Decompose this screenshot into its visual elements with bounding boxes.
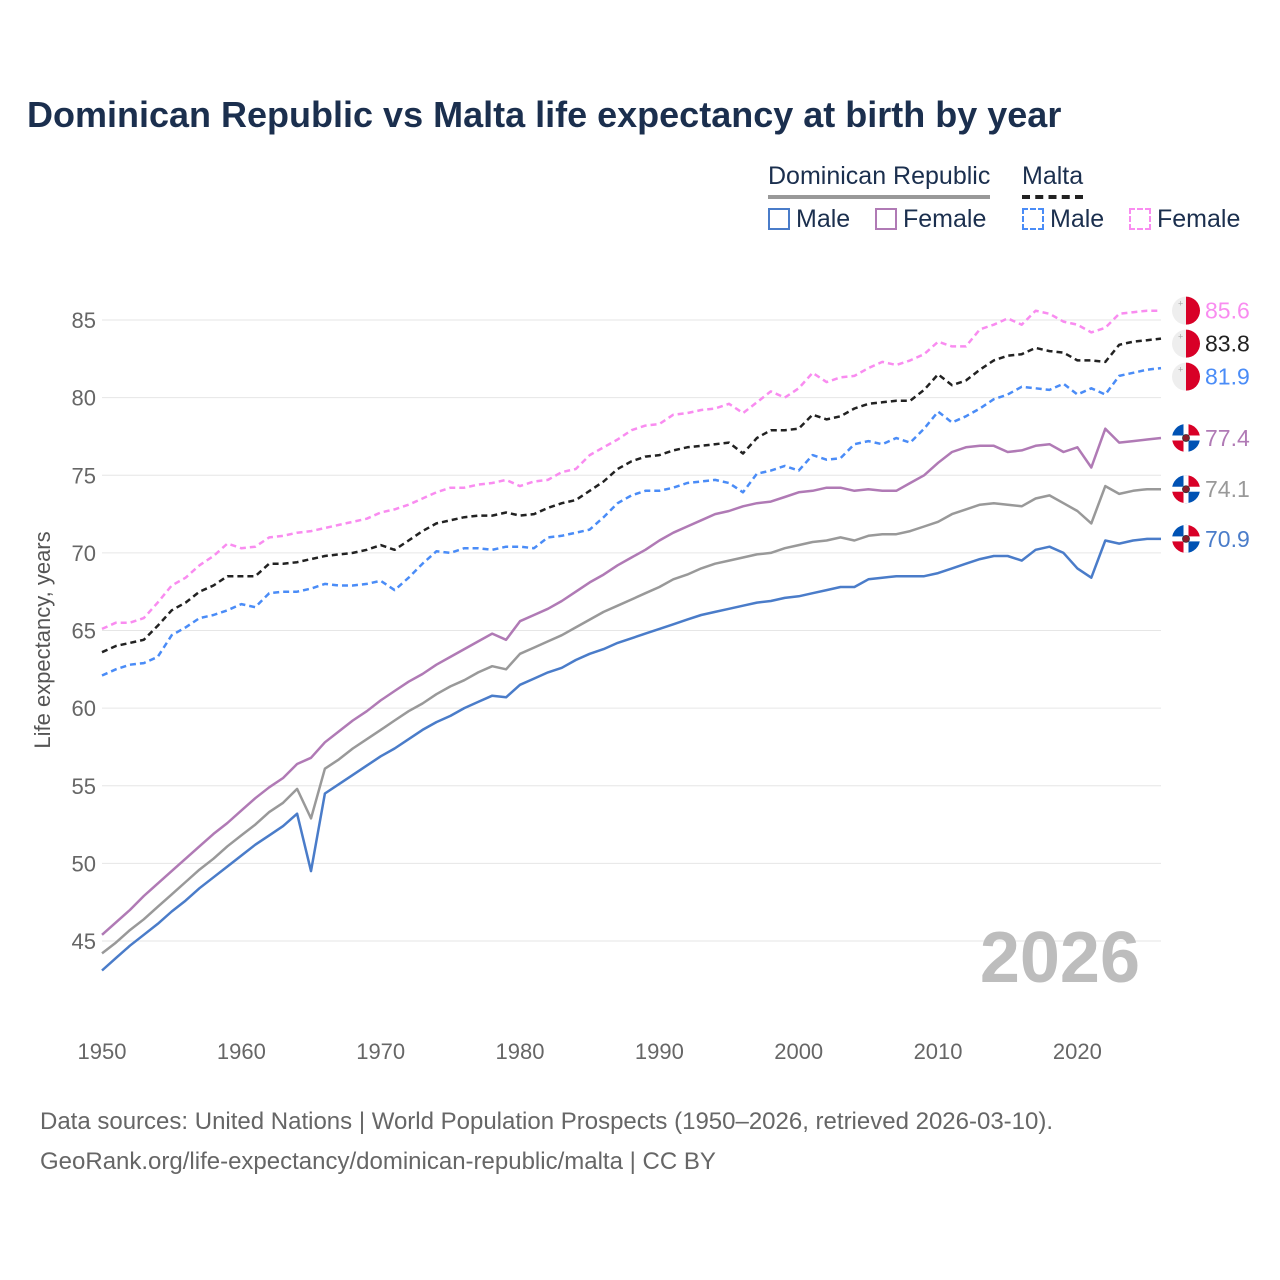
series-line-malta	[101, 337, 1162, 654]
legend-group-dominican-republic: Dominican Republic	[768, 162, 991, 199]
series-line-dominican-republic	[101, 484, 1161, 955]
year-watermark: 2026	[980, 918, 1140, 998]
legend-item-dr-male: Male	[768, 205, 850, 234]
source-line-2: GeoRank.org/life-expectancy/dominican-re…	[40, 1148, 716, 1175]
legend-label: Female	[903, 205, 987, 233]
y-tick-label: 65	[72, 619, 96, 644]
x-tick-label: 2010	[914, 1039, 963, 1064]
x-tick-label: 1990	[635, 1039, 684, 1064]
flag-red	[1186, 362, 1200, 391]
legend-item-malta-female: Female	[1129, 205, 1240, 234]
y-tick-label: 45	[72, 929, 96, 954]
y-tick-label: 60	[72, 696, 96, 721]
malta-flag-icon: +	[1172, 329, 1200, 358]
end-value-label: 77.4	[1205, 425, 1250, 451]
flag-q4	[1186, 437, 1200, 452]
series-line-dominican-republic-male	[101, 537, 1161, 972]
x-tick-label: 1950	[78, 1039, 127, 1064]
y-tick-label: 85	[72, 308, 96, 333]
y-axis-label: Life expectancy, years	[30, 531, 55, 748]
source-line-1: Data sources: United Nations | World Pop…	[40, 1108, 1054, 1135]
flag-q1	[1172, 423, 1186, 438]
y-tick-label: 55	[72, 774, 96, 799]
legend-swatch	[875, 208, 897, 230]
end-value-label: 70.9	[1205, 526, 1250, 552]
flag-q2	[1186, 475, 1200, 490]
flag-red	[1186, 296, 1200, 325]
legend-label: Male	[1050, 205, 1105, 233]
x-tick-label: 1960	[217, 1039, 266, 1064]
flag-q2	[1186, 524, 1200, 539]
end-value-label: 83.8	[1205, 331, 1250, 357]
flag-emblem	[1182, 535, 1190, 543]
y-tick-label: 80	[72, 386, 96, 411]
flag-q3	[1172, 437, 1186, 452]
malta-flag-icon: +	[1172, 296, 1200, 325]
legend-item-dr-female: Female	[875, 205, 986, 234]
x-tick-label: 2020	[1053, 1039, 1102, 1064]
x-tick-label: 1980	[496, 1039, 545, 1064]
legend-label: Female	[1157, 205, 1241, 233]
dominican-republic-flag-icon	[1172, 524, 1200, 553]
legend-swatch	[1129, 208, 1151, 230]
flag-emblem	[1182, 434, 1190, 442]
dominican-republic-flag-icon	[1172, 475, 1200, 504]
dominican-republic-flag-icon	[1172, 423, 1200, 452]
malta-flag-icon: +	[1172, 362, 1200, 391]
flag-q1	[1172, 475, 1186, 490]
legend-item-malta-male: Male	[1022, 205, 1104, 234]
legend-swatch	[1022, 208, 1044, 230]
x-tick-label: 2000	[774, 1039, 823, 1064]
flag-q4	[1186, 489, 1200, 504]
series-line-malta-male	[101, 366, 1162, 677]
end-value-label: 81.9	[1205, 364, 1250, 390]
x-tick-label: 1970	[356, 1039, 405, 1064]
y-tick-label: 75	[72, 463, 96, 488]
series-line-malta-female	[101, 309, 1161, 631]
flag-cross: +	[1178, 299, 1183, 309]
flag-cross: +	[1178, 365, 1183, 375]
flag-q1	[1172, 524, 1186, 539]
series-line-dominican-republic-female	[101, 427, 1162, 936]
legend-group-malta: Malta	[1022, 162, 1084, 199]
end-value-label: 74.1	[1205, 476, 1250, 502]
flag-red	[1186, 329, 1200, 358]
y-tick-label: 70	[72, 541, 96, 566]
chart-title: Dominican Republic vs Malta life expecta…	[27, 94, 1062, 135]
flag-q3	[1172, 489, 1186, 504]
legend-swatch	[768, 208, 790, 230]
legend-label: Male	[796, 205, 851, 233]
flag-emblem	[1182, 485, 1190, 494]
end-value-label: 85.6	[1205, 298, 1250, 324]
flag-cross: +	[1178, 332, 1183, 342]
flag-q3	[1172, 538, 1186, 553]
flag-q2	[1186, 423, 1200, 438]
y-tick-label: 50	[72, 851, 96, 876]
flag-q4	[1186, 538, 1200, 553]
